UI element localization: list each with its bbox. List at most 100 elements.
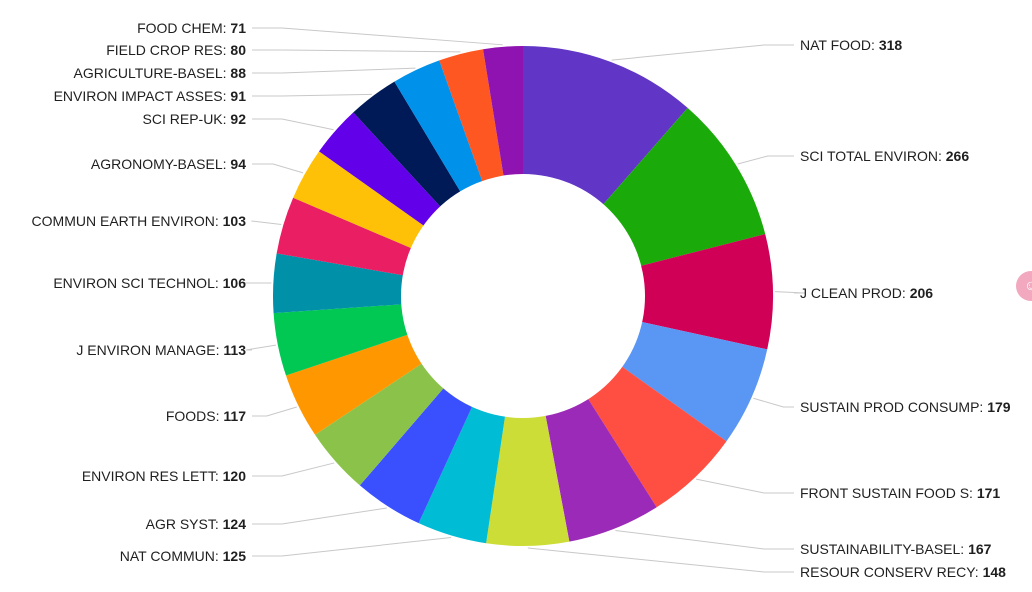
label-name: J CLEAN PROD: <box>800 285 910 301</box>
label-name: AGRICULTURE-BASEL: <box>74 65 231 81</box>
slice-nat-food[interactable] <box>523 46 688 206</box>
slice-front-sustain-food-s[interactable] <box>587 365 727 508</box>
slice-field-crop-res[interactable] <box>439 49 504 183</box>
label-name: NAT COMMUN: <box>120 548 223 564</box>
label-value: 94 <box>230 156 246 172</box>
label-name: SUSTAINABILITY-BASEL: <box>800 541 968 557</box>
label-j-environ-manage: J ENVIRON MANAGE: 113 <box>76 342 246 358</box>
label-value: 117 <box>223 408 246 424</box>
leader-line-food-chem <box>252 27 503 46</box>
label-sustain-prod-consump: SUSTAIN PROD CONSUMP: 179 <box>800 399 1011 415</box>
label-name: NAT FOOD: <box>800 37 879 53</box>
slice-environ-sci-technol[interactable] <box>273 253 405 314</box>
label-value: 167 <box>968 541 992 557</box>
label-name: SCI REP-UK: <box>143 111 231 127</box>
label-value: 91 <box>230 88 246 104</box>
label-value: 148 <box>983 564 1007 580</box>
slice-sci-total-environ[interactable] <box>602 107 766 267</box>
leader-line-nat-food <box>611 44 794 61</box>
label-value: 80 <box>230 42 246 58</box>
label-field-crop-res: FIELD CROP RES: 80 <box>106 42 246 58</box>
slice-foods[interactable] <box>285 334 424 435</box>
slice-environ-impact-asses[interactable] <box>353 81 462 208</box>
leader-line-front-sustain-food-s <box>696 478 794 494</box>
slice-sustain-prod-consump[interactable] <box>620 321 768 442</box>
leader-line-sci-rep-uk <box>252 118 334 131</box>
leader-line-sustainability-basel <box>615 529 794 550</box>
label-name: ENVIRON IMPACT ASSES: <box>54 88 231 104</box>
label-value: 124 <box>223 516 247 532</box>
label-name: SUSTAIN PROD CONSUMP: <box>800 399 987 415</box>
label-name: J ENVIRON MANAGE: <box>76 342 223 358</box>
label-name: FOODS: <box>166 408 224 424</box>
label-resour-conserv-recy: RESOUR CONSERV RECY: 148 <box>800 564 1006 580</box>
leader-line-j-environ-manage <box>245 344 276 351</box>
label-agr-syst: AGR SYST: 124 <box>146 516 247 532</box>
slice-j-environ-manage[interactable] <box>273 304 410 376</box>
label-value: 92 <box>230 111 246 127</box>
label-nat-food: NAT FOOD: 318 <box>800 37 902 53</box>
label-environ-impact-asses: ENVIRON IMPACT ASSES: 91 <box>54 88 247 104</box>
label-sci-rep-uk: SCI REP-UK: 92 <box>143 111 247 127</box>
label-j-clean-prod: J CLEAN PROD: 206 <box>800 285 933 301</box>
label-value: 125 <box>223 548 247 564</box>
label-value: 113 <box>223 342 246 358</box>
label-value: 71 <box>230 20 246 36</box>
label-value: 88 <box>230 65 246 81</box>
label-front-sustain-food-s: FRONT SUSTAIN FOOD S: 171 <box>800 485 1000 501</box>
label-sci-total-environ: SCI TOTAL ENVIRON: 266 <box>800 148 969 164</box>
slice-agr-syst[interactable] <box>359 386 473 524</box>
corner-badge[interactable]: ☺ <box>1016 271 1032 301</box>
leader-line-environ-res-lett <box>252 462 335 477</box>
label-name: ENVIRON RES LETT: <box>82 468 223 484</box>
label-environ-res-lett: ENVIRON RES LETT: 120 <box>82 468 246 484</box>
leader-line-sustain-prod-consump <box>753 397 794 408</box>
slice-agriculture-basel[interactable] <box>394 60 483 194</box>
leader-line-field-crop-res <box>252 49 461 53</box>
label-name: RESOUR CONSERV RECY: <box>800 564 983 580</box>
slice-agronomy-basel[interactable] <box>293 151 426 249</box>
label-food-chem: FOOD CHEM: 71 <box>137 20 246 36</box>
leader-line-foods <box>252 406 297 417</box>
leader-line-environ-impact-asses <box>252 93 372 97</box>
leader-line-resour-conserv-recy <box>527 547 794 573</box>
donut-hole <box>401 174 645 418</box>
slice-sustainability-basel[interactable] <box>545 397 657 542</box>
label-sustainability-basel: SUSTAINABILITY-BASEL: 167 <box>800 541 992 557</box>
leader-line-sci-total-environ <box>737 155 794 165</box>
slice-environ-res-lett[interactable] <box>315 362 445 486</box>
slice-food-chem[interactable] <box>483 46 523 178</box>
label-environ-sci-technol: ENVIRON SCI TECHNOL: 106 <box>53 275 246 291</box>
label-value: 318 <box>879 37 903 53</box>
label-name: AGR SYST: <box>146 516 223 532</box>
slice-commun-earth-environ[interactable] <box>276 197 413 276</box>
label-agriculture-basel: AGRICULTURE-BASEL: 88 <box>74 65 247 81</box>
label-nat-commun: NAT COMMUN: 125 <box>120 548 246 564</box>
donut-slices <box>273 46 774 546</box>
leader-line-agriculture-basel <box>252 67 416 74</box>
slice-nat-commun[interactable] <box>418 405 506 544</box>
label-value: 266 <box>946 148 970 164</box>
label-name: FIELD CROP RES: <box>106 42 230 58</box>
leader-line-nat-commun <box>252 537 452 557</box>
leader-line-agronomy-basel <box>252 163 304 174</box>
leader-lines <box>241 27 805 573</box>
label-value: 179 <box>987 399 1011 415</box>
leader-line-agr-syst <box>252 507 387 525</box>
label-name: AGRONOMY-BASEL: <box>91 156 231 172</box>
slice-resour-conserv-recy[interactable] <box>486 413 570 546</box>
slice-j-clean-prod[interactable] <box>639 234 774 350</box>
label-value: 171 <box>977 485 1001 501</box>
label-commun-earth-environ: COMMUN EARTH ENVIRON: 103 <box>32 213 247 229</box>
label-value: 103 <box>223 213 247 229</box>
label-name: FRONT SUSTAIN FOOD S: <box>800 485 977 501</box>
label-value: 206 <box>910 285 934 301</box>
leader-line-j-clean-prod <box>774 291 805 294</box>
slice-sci-rep-uk[interactable] <box>319 112 442 227</box>
label-foods: FOODS: 117 <box>166 408 246 424</box>
label-value: 106 <box>223 275 247 291</box>
label-name: ENVIRON SCI TECHNOL: <box>53 275 222 291</box>
label-name: COMMUN EARTH ENVIRON: <box>32 213 223 229</box>
label-name: SCI TOTAL ENVIRON: <box>800 148 946 164</box>
